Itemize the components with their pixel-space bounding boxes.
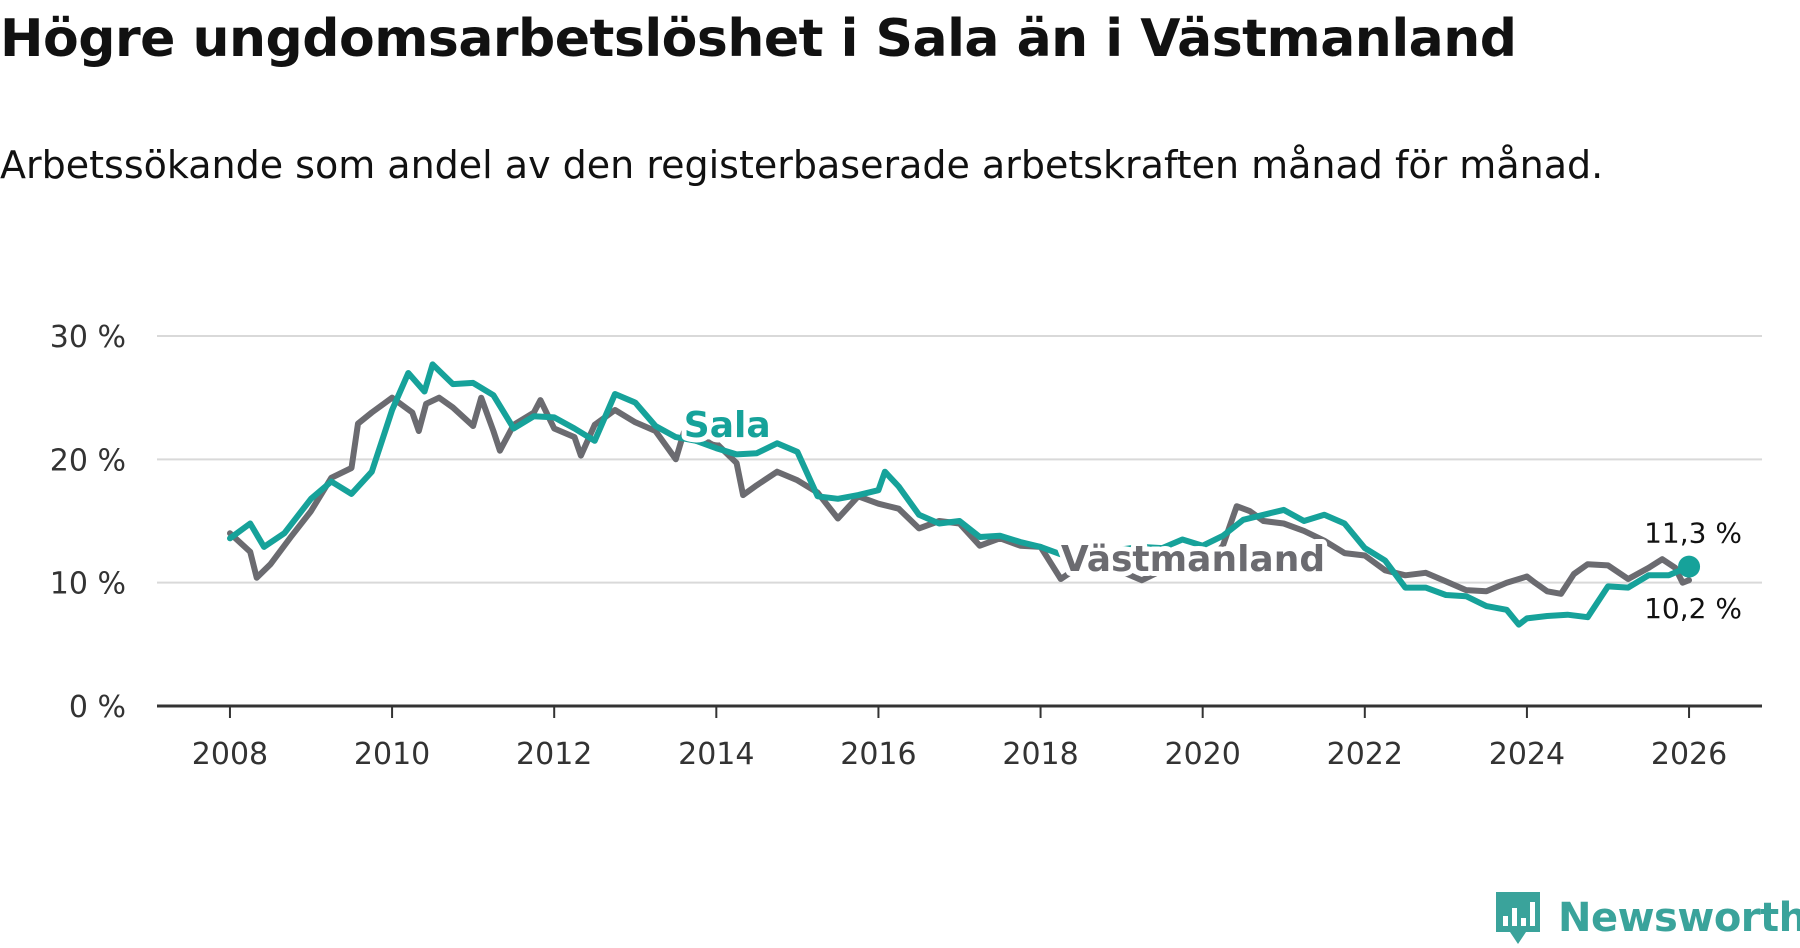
newsworthy-logo: Newsworthy xyxy=(1492,888,1800,948)
y-tick-label: 10 % xyxy=(50,567,126,602)
brand-name: Newsworthy xyxy=(1558,895,1800,941)
x-tick-label: 2024 xyxy=(1489,737,1565,772)
chart-logo-icon xyxy=(1496,892,1540,944)
y-axis-labels: 0 % 10 % 20 % 30 % xyxy=(50,320,126,725)
vastmanland-series-label: Västmanland xyxy=(1061,539,1325,580)
x-tick-label: 2020 xyxy=(1165,737,1241,772)
gridlines xyxy=(157,335,1762,584)
x-tick-label: 2022 xyxy=(1327,737,1403,772)
sala-series-label: Sala xyxy=(684,405,771,446)
vastmanland-end-value: 10,2 % xyxy=(1644,592,1742,625)
x-tick-label: 2014 xyxy=(678,737,754,772)
sala-end-marker xyxy=(1678,555,1701,578)
x-axis: 2008 2010 2012 2014 2016 2018 2020 2022 2024 2026 xyxy=(157,704,1762,772)
chart-title: Högre ungdomsarbetslöshet i Sala än i Vä… xyxy=(0,9,1517,69)
x-tick-label: 2026 xyxy=(1651,737,1727,772)
y-tick-label: 20 % xyxy=(50,443,126,478)
series-line-sala xyxy=(227,361,1692,628)
y-tick-label: 0 % xyxy=(69,690,126,725)
x-tick-label: 2018 xyxy=(1002,737,1078,772)
x-tick-label: 2008 xyxy=(192,737,268,772)
sala-end-value: 11,3 % xyxy=(1644,517,1742,550)
x-tick-label: 2012 xyxy=(516,737,592,772)
series-lines xyxy=(227,361,1701,628)
y-tick-label: 30 % xyxy=(50,320,126,355)
series-labels: 11,3 % 10,2 % Sala Västmanland xyxy=(679,400,1742,625)
chart-subtitle: Arbetssökande som andel av den registerb… xyxy=(0,143,1604,187)
series-line-vastmanland xyxy=(227,394,1692,597)
x-tick-label: 2010 xyxy=(354,737,430,772)
x-tick-label: 2016 xyxy=(840,737,916,772)
